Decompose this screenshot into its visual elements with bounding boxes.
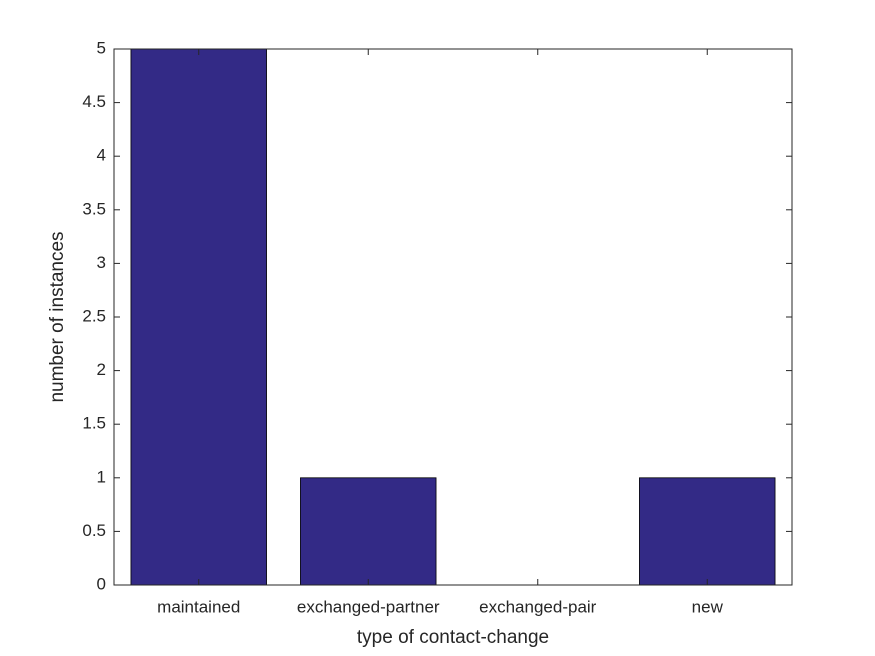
x-tick-label: exchanged-pair (479, 597, 597, 616)
x-axis-title: type of contact-change (357, 627, 549, 648)
x-tick-label: maintained (157, 597, 240, 616)
y-tick-label: 3.5 (82, 199, 106, 218)
y-tick-label: 0 (97, 574, 106, 593)
bar (300, 477, 437, 586)
axes-box (113, 48, 793, 586)
y-tick-label: 0.5 (82, 521, 106, 540)
x-tick-label: new (692, 597, 724, 616)
y-tick-label: 5 (97, 38, 106, 57)
y-tick-label: 1 (97, 467, 106, 486)
y-tick-label: 2.5 (82, 306, 106, 325)
y-tick-label: 1.5 (82, 414, 106, 433)
y-axis-title: number of instances (47, 231, 68, 402)
bar (639, 477, 776, 586)
y-tick-label: 4 (97, 146, 106, 165)
y-tick-label: 2 (97, 360, 106, 379)
x-tick-label: exchanged-partner (297, 597, 440, 616)
bar (130, 48, 267, 586)
y-tick-label: 4.5 (82, 92, 106, 111)
y-tick-label: 3 (97, 253, 106, 272)
